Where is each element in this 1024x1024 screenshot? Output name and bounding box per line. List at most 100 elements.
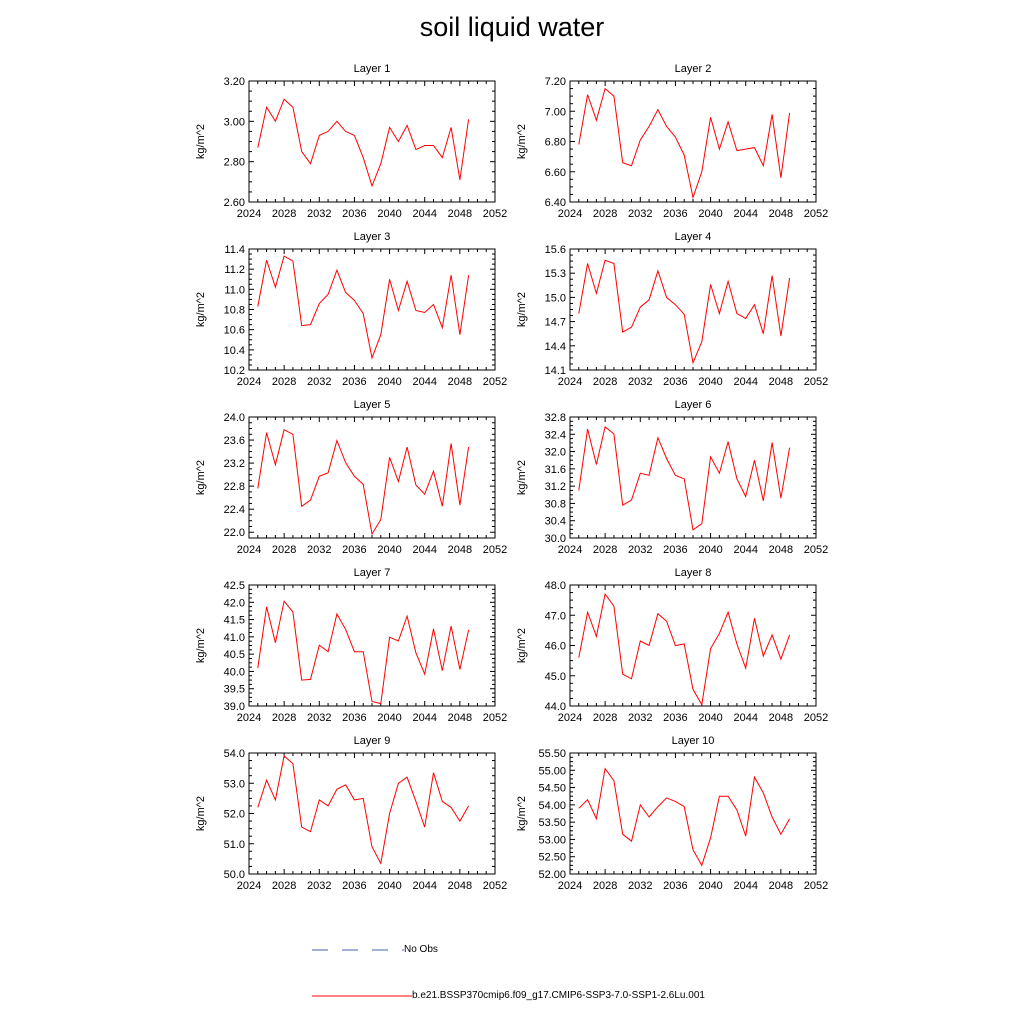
x-tick-label: 2024: [237, 544, 261, 556]
panel-layer-3: Layer 3 10.2 10.4 10.6 10.8 11.0 11.2 11.4 2024 2…: [195, 231, 507, 388]
y-axis-label: kg/m^2: [195, 796, 207, 831]
legend-model: b.e21.BSSP370cmip6.f09_g17.CMIP6-SSP3-7.…: [312, 990, 705, 1001]
y-tick-label: 22.0: [224, 527, 245, 539]
y-tick-label: 32.4: [545, 429, 566, 441]
y-tick-label: 51.0: [224, 839, 245, 851]
x-tick-label: 2032: [628, 712, 652, 724]
x-tick-label: 2044: [733, 208, 757, 220]
y-axis-label: kg/m^2: [516, 796, 528, 831]
x-tick-label: 2040: [698, 208, 722, 220]
x-tick-label: 2040: [698, 880, 722, 892]
y-tick-label: 2.60: [224, 197, 245, 209]
x-tick-label: 2040: [377, 544, 401, 556]
y-tick-label: 50.0: [224, 869, 245, 881]
series-line: [257, 98, 470, 188]
panel-title: Layer 3: [354, 231, 391, 243]
y-tick-label: 6.40: [545, 197, 566, 209]
y-tick-label: 15.6: [545, 244, 566, 256]
y-tick-label: 6.80: [545, 137, 566, 149]
x-tick-label: 2028: [593, 376, 617, 388]
x-tick-label: 2028: [272, 880, 296, 892]
y-tick-label: 10.6: [224, 325, 245, 337]
x-tick-label: 2036: [342, 544, 366, 556]
y-tick-label: 39.0: [224, 701, 245, 713]
x-tick-label: 2040: [377, 208, 401, 220]
x-tick-label: 2048: [769, 208, 793, 220]
x-tick-label: 2048: [769, 712, 793, 724]
x-tick-label: 2028: [272, 544, 296, 556]
y-axis-label: kg/m^2: [516, 292, 528, 327]
plot-frame: [569, 416, 817, 539]
x-tick-label: 2024: [237, 376, 261, 388]
panel-title: Layer 4: [675, 231, 712, 243]
panel-title: Layer 8: [675, 567, 712, 579]
y-tick-label: 3.00: [224, 116, 245, 128]
y-tick-label: 30.4: [545, 516, 566, 528]
panel-title: Layer 2: [675, 63, 712, 75]
y-tick-label: 46.0: [545, 641, 566, 653]
y-axis-label: kg/m^2: [516, 124, 528, 159]
x-tick-label: 2052: [483, 208, 507, 220]
y-axis-label: kg/m^2: [516, 628, 528, 663]
x-tick-label: 2028: [272, 712, 296, 724]
panel-title: Layer 10: [672, 735, 715, 747]
y-tick-label: 48.0: [545, 580, 566, 592]
y-tick-label: 32.8: [545, 412, 566, 424]
x-tick-label: 2036: [663, 712, 687, 724]
legend-obs: No Obs: [312, 944, 438, 955]
x-tick-label: 2052: [804, 376, 828, 388]
y-tick-label: 14.4: [545, 341, 566, 353]
x-tick-label: 2052: [804, 208, 828, 220]
panel-layer-10: Layer 10 52.00 52.50 53.00 53.50 54.00 54.50 55…: [516, 735, 828, 892]
x-tick-label: 2024: [558, 712, 582, 724]
series-line: [257, 755, 470, 865]
x-tick-label: 2048: [769, 376, 793, 388]
y-tick-label: 53.00: [538, 834, 566, 846]
y-tick-label: 31.2: [545, 481, 566, 493]
y-tick-label: 15.0: [545, 292, 566, 304]
x-tick-label: 2052: [804, 712, 828, 724]
panel-layer-7: Layer 7 39.0 39.5 40.0 40.5 41.0 41.5 42.0 42.5 2…: [195, 567, 507, 724]
x-tick-label: 2048: [769, 544, 793, 556]
x-tick-label: 2044: [412, 712, 436, 724]
x-tick-label: 2028: [593, 208, 617, 220]
y-tick-label: 40.0: [224, 666, 245, 678]
y-tick-label: 54.00: [538, 800, 566, 812]
x-tick-label: 2032: [628, 544, 652, 556]
y-tick-label: 11.0: [224, 284, 245, 296]
x-tick-label: 2052: [804, 880, 828, 892]
x-tick-label: 2028: [593, 712, 617, 724]
y-tick-label: 11.2: [224, 264, 245, 276]
y-tick-label: 47.0: [545, 610, 566, 622]
x-tick-label: 2024: [558, 880, 582, 892]
series-line: [578, 87, 791, 200]
x-tick-label: 2036: [663, 880, 687, 892]
x-tick-label: 2036: [663, 376, 687, 388]
legend-obs-swatch: [312, 949, 404, 950]
y-tick-label: 40.5: [224, 649, 245, 661]
y-tick-label: 44.0: [545, 701, 566, 713]
panel-layer-8: Layer 8 44.0 45.0 46.0 47.0 48.0 2024 2028 2032 2…: [516, 567, 828, 724]
series-line: [257, 600, 470, 705]
x-tick-label: 2032: [628, 880, 652, 892]
x-tick-label: 2024: [558, 208, 582, 220]
panel-title: Layer 9: [354, 735, 391, 747]
x-tick-label: 2036: [342, 712, 366, 724]
chart-title: soil liquid water: [419, 12, 605, 42]
series-line: [578, 592, 791, 706]
y-tick-label: 42.0: [224, 597, 245, 609]
x-tick-label: 2052: [483, 376, 507, 388]
x-tick-label: 2036: [342, 208, 366, 220]
x-tick-label: 2024: [237, 880, 261, 892]
x-tick-label: 2040: [698, 376, 722, 388]
y-tick-label: 2.80: [224, 157, 245, 169]
x-tick-label: 2048: [448, 712, 472, 724]
y-axis-label: kg/m^2: [195, 628, 207, 663]
y-tick-label: 31.6: [545, 464, 566, 476]
plot-frame: [248, 248, 496, 371]
y-tick-label: 7.00: [545, 106, 566, 118]
plot-frame: [248, 752, 496, 875]
y-axis-label: kg/m^2: [195, 292, 207, 327]
panel-layer-9: Layer 9 50.0 51.0 52.0 53.0 54.0 2024 2028 2032 2…: [195, 735, 507, 892]
